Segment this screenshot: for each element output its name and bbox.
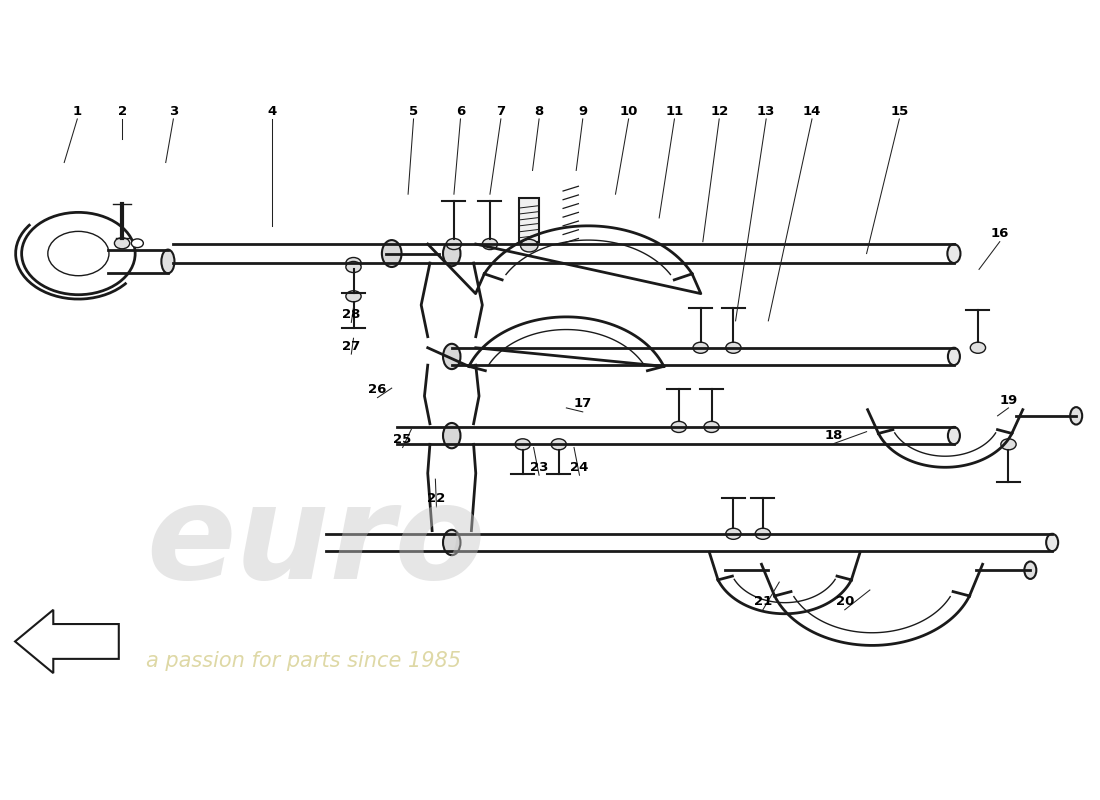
Circle shape [345, 258, 361, 269]
Text: 7: 7 [496, 105, 505, 118]
Circle shape [704, 422, 719, 433]
Text: 15: 15 [890, 105, 909, 118]
Polygon shape [15, 610, 119, 673]
Circle shape [726, 342, 741, 354]
Circle shape [520, 239, 538, 252]
Text: 20: 20 [836, 595, 854, 608]
Circle shape [482, 238, 497, 250]
Circle shape [447, 238, 462, 250]
Text: a passion for parts since 1985: a passion for parts since 1985 [146, 651, 461, 671]
Ellipse shape [947, 244, 960, 263]
Circle shape [1001, 438, 1016, 450]
Circle shape [131, 239, 143, 248]
Text: 3: 3 [168, 105, 178, 118]
Circle shape [345, 262, 361, 273]
Text: 10: 10 [619, 105, 638, 118]
Text: 16: 16 [991, 227, 1009, 240]
Text: 18: 18 [825, 429, 843, 442]
Circle shape [515, 438, 530, 450]
Text: 21: 21 [754, 595, 772, 608]
Text: 14: 14 [803, 105, 822, 118]
Text: 22: 22 [427, 493, 446, 506]
Text: 11: 11 [666, 105, 683, 118]
Text: 26: 26 [368, 383, 387, 396]
FancyBboxPatch shape [519, 198, 539, 242]
Text: euro: euro [146, 479, 485, 606]
Text: 13: 13 [757, 105, 776, 118]
Circle shape [22, 212, 135, 294]
Text: 28: 28 [342, 308, 361, 321]
Text: 17: 17 [573, 398, 592, 410]
Circle shape [345, 290, 361, 302]
Text: 24: 24 [570, 461, 589, 474]
Ellipse shape [1070, 407, 1082, 425]
Text: 5: 5 [409, 105, 418, 118]
Text: 19: 19 [1000, 394, 1018, 406]
Text: 1: 1 [73, 105, 81, 118]
Text: 4: 4 [267, 105, 276, 118]
Text: 6: 6 [455, 105, 465, 118]
Circle shape [693, 342, 708, 354]
Ellipse shape [443, 423, 461, 448]
Ellipse shape [443, 241, 461, 266]
Text: 25: 25 [394, 433, 411, 446]
Text: 8: 8 [535, 105, 543, 118]
Circle shape [114, 238, 130, 249]
Circle shape [726, 528, 741, 539]
Circle shape [551, 438, 566, 450]
Ellipse shape [443, 344, 461, 369]
Ellipse shape [948, 348, 960, 365]
Text: 27: 27 [342, 340, 361, 353]
Ellipse shape [443, 530, 461, 555]
Circle shape [756, 528, 770, 539]
Ellipse shape [1024, 562, 1036, 579]
Text: 12: 12 [711, 105, 728, 118]
Ellipse shape [948, 427, 960, 444]
Text: 23: 23 [530, 461, 548, 474]
Ellipse shape [382, 240, 402, 267]
Ellipse shape [162, 250, 175, 274]
Text: 2: 2 [118, 105, 127, 118]
Circle shape [970, 342, 986, 354]
Text: 9: 9 [579, 105, 587, 118]
Circle shape [671, 422, 686, 433]
Ellipse shape [1046, 534, 1058, 551]
